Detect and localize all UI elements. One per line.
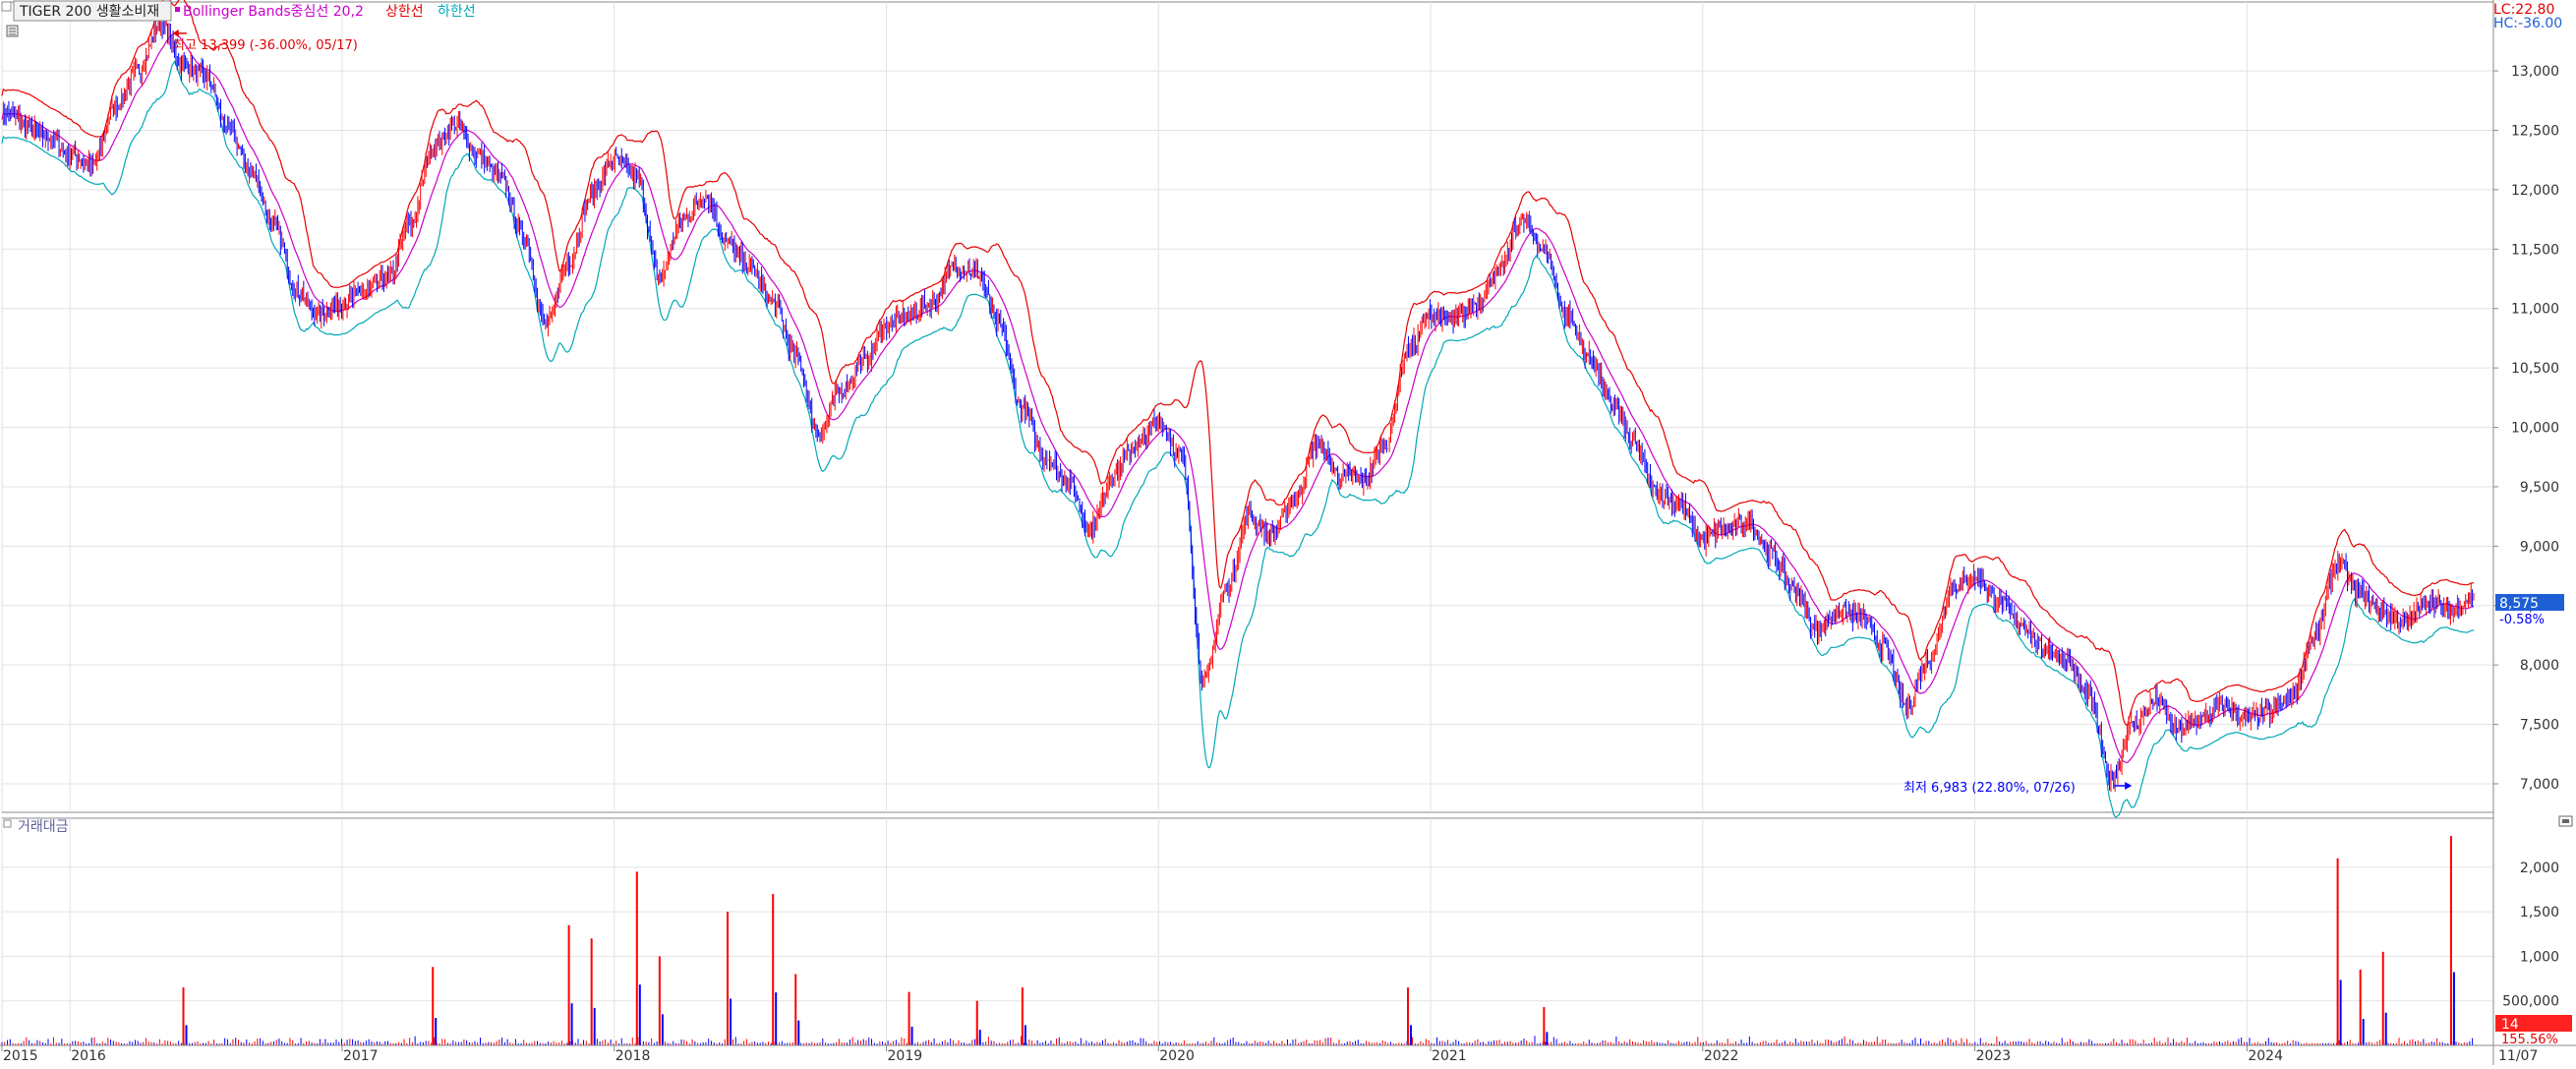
- lower-band-label: 하한선: [438, 4, 476, 20]
- date-tick-label: 2024: [2248, 1048, 2283, 1064]
- hc-label: HC:-36.00: [2493, 16, 2562, 31]
- indicator-label: Bollinger Bands중심선 20,2: [183, 4, 364, 20]
- lower-band-line: [1, 60, 2475, 818]
- bollinger-middle-band: [1, 32, 2475, 764]
- volume-title: 거래대금: [18, 819, 69, 835]
- volume-panel[interactable]: 2,000 1,500 1,000 500,000: [1, 817, 2559, 1046]
- date-tick-label: 2016: [71, 1048, 106, 1064]
- price-tick-label: 7,500: [2520, 718, 2559, 734]
- upper-band-line: [1, 0, 2475, 727]
- date-tick-label: 2021: [1432, 1048, 1467, 1064]
- date-tick-label: 2015: [3, 1048, 38, 1064]
- volume-frame: [1, 817, 2494, 1046]
- low-arrow-head: [2125, 782, 2133, 791]
- date-tick-label: 2022: [1704, 1048, 1739, 1064]
- volume-tick-label: 2,000: [2520, 861, 2559, 876]
- price-tick-label: 8,000: [2520, 658, 2559, 674]
- price-tick-label: 12,000: [2511, 183, 2559, 199]
- price-tick-label: 10,500: [2511, 361, 2559, 377]
- chart-overlay: TIGER 200 생활소비재 Bollinger Bands중심선 20,2 …: [1, 0, 2573, 1047]
- candles: [2, 10, 2475, 793]
- price-tick-label: 7,000: [2520, 777, 2559, 793]
- high-arrow-head: [172, 29, 179, 37]
- price-frame: [1, 1, 2494, 813]
- volume-last-value: 14: [2501, 1017, 2519, 1033]
- high-annotation: 최고 13,399 (-36.00%, 05/17): [173, 38, 358, 53]
- volume-toggle-icon[interactable]: [3, 819, 12, 828]
- date-axis: 2015 2016 2017 2018 2019 2020 2021 2022 2023 2024…: [0, 1044, 2576, 1064]
- volume-tick-label: 1,000: [2520, 949, 2559, 965]
- price-tick-label: 9,500: [2520, 480, 2559, 496]
- last-change: -0.58%: [2499, 613, 2545, 627]
- date-tick-label: 2018: [615, 1048, 651, 1064]
- volume-bars: [1, 836, 2474, 1045]
- price-tick-label: 11,500: [2511, 242, 2559, 258]
- date-tick-label: 2019: [888, 1048, 923, 1064]
- middle-band-swatch: [175, 7, 180, 12]
- chart-title: TIGER 200 생활소비재: [19, 4, 159, 20]
- lc-label: LC:22.80: [2493, 2, 2554, 18]
- low-annotation: 최저 6,983 (22.80%, 07/26): [1903, 781, 2076, 796]
- price-tick-label: 12,500: [2511, 123, 2559, 139]
- price-panel[interactable]: 13,000 12,500 12,000 11,500 11,000 10,500 10,0…: [1, 0, 2559, 818]
- upper-band-label: 상한선: [385, 4, 424, 20]
- date-tick-label: 2017: [343, 1048, 379, 1064]
- last-price-tag: [2495, 594, 2564, 611]
- bollinger-upper-band: [1, 0, 2475, 727]
- date-tick-label: 11/07: [2498, 1048, 2538, 1064]
- price-axis: 13,000 12,500 12,000 11,500 11,000 10,500 10,0…: [2493, 64, 2559, 793]
- volume-last-change: 155.56%: [2501, 1033, 2558, 1047]
- last-price: 8,575: [2499, 596, 2539, 612]
- price-tick-label: 10,000: [2511, 421, 2559, 437]
- date-tick-label: 2023: [1976, 1048, 2012, 1064]
- price-tick-label: 13,000: [2511, 64, 2559, 80]
- volume-tick-label: 500,000: [2502, 994, 2559, 1010]
- legend-toggle-icon[interactable]: [1, 1, 12, 12]
- volume-tick-label: 1,500: [2520, 905, 2559, 921]
- bollinger-lower-band: [1, 60, 2475, 818]
- date-tick-label: 2020: [1159, 1048, 1195, 1064]
- volume-last-tag: [2495, 1015, 2572, 1032]
- middle-band-line: [1, 32, 2475, 764]
- volume-grid: [1, 817, 2494, 1046]
- title-box: [13, 0, 172, 22]
- price-grid: [1, 1, 2494, 813]
- volume-axis: 2,000 1,500 1,000 500,000: [2502, 861, 2559, 1010]
- price-tick-label: 11,000: [2511, 302, 2559, 318]
- price-tick-label: 9,000: [2520, 539, 2559, 555]
